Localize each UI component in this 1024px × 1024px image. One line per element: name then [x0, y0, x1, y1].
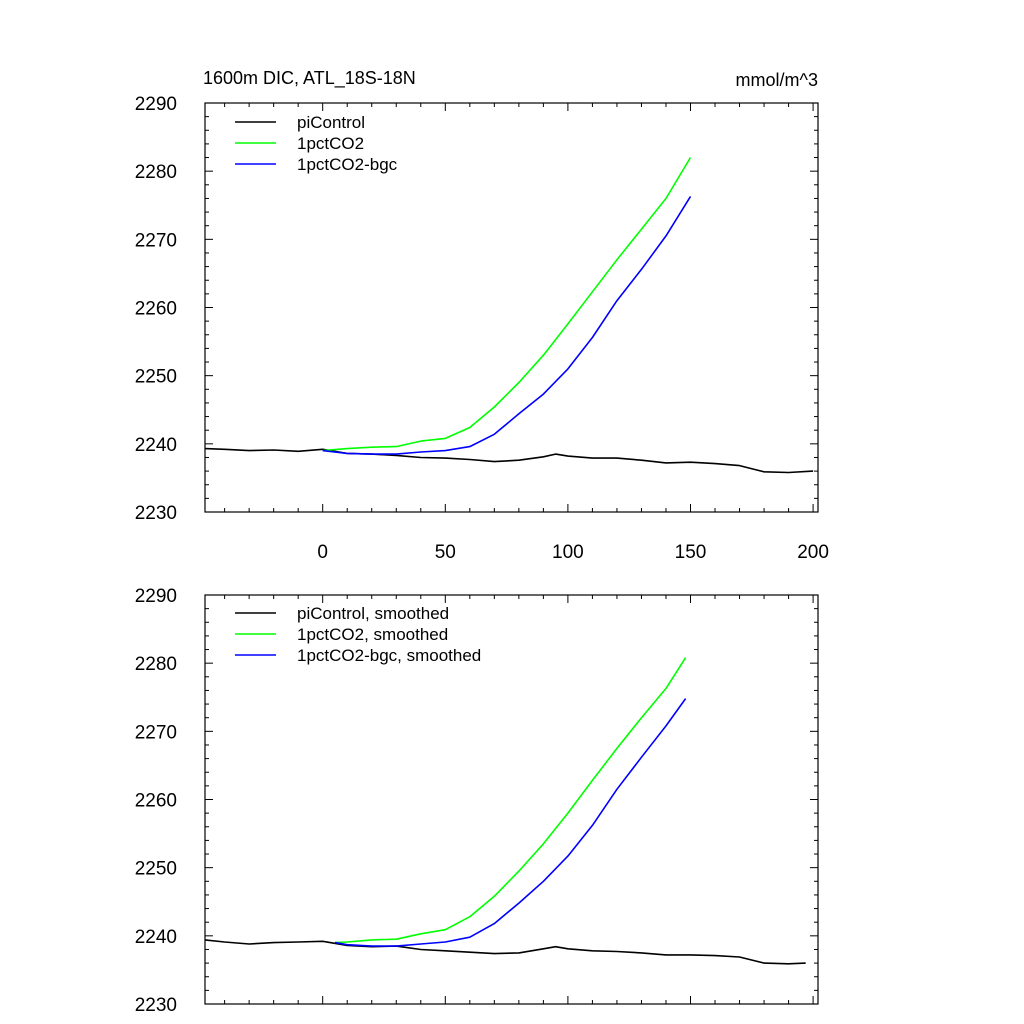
legend-entry: 1pctCO2, smoothed: [297, 625, 448, 644]
legend-entry: 1pctCO2-bgc, smoothed: [297, 646, 481, 665]
series-line-0: [204, 939, 806, 965]
series-line-0: [204, 447, 814, 474]
y-tick-label: 2250: [135, 859, 177, 880]
legend-entry: piControl, smoothed: [297, 604, 449, 623]
series-line-2: [334, 698, 687, 947]
units-label: mmol/m^3: [736, 70, 818, 90]
bottom-plot-marks: 2230 2240 2250 2260 2270 2280 2290 piControl, s…: [135, 586, 819, 1016]
y-tick-label: 2280: [135, 654, 177, 675]
x-tick-label: 0: [317, 542, 328, 563]
y-tick-label: 2230: [135, 995, 177, 1016]
series-line-1: [334, 657, 687, 944]
legend-entry: 1pctCO2: [297, 134, 364, 153]
top-panel: 1600m DIC, ATL_18S-18N mmol/m^3 0 50 100 15…: [135, 68, 829, 563]
y-tick-label: 2270: [135, 230, 177, 251]
y-tick-label: 2270: [135, 722, 177, 743]
series-line-1: [322, 157, 692, 452]
series-line-2: [322, 195, 692, 455]
y-tick-label: 2230: [135, 503, 177, 524]
y-tick-label: 2290: [135, 586, 177, 607]
x-tick-label: 50: [435, 542, 456, 563]
x-tick-label: 200: [797, 542, 829, 563]
y-tick-label: 2240: [135, 435, 177, 456]
chart-title: 1600m DIC, ATL_18S-18N: [203, 68, 416, 89]
bottom-panel: 2230 2240 2250 2260 2270 2280 2290 piControl, s…: [135, 586, 819, 1016]
x-tick-label: 150: [675, 542, 707, 563]
y-tick-label: 2290: [135, 94, 177, 115]
y-tick-label: 2240: [135, 927, 177, 948]
x-tick-label: 100: [552, 542, 584, 563]
y-tick-label: 2250: [135, 367, 177, 388]
legend-entry: piControl: [297, 113, 365, 132]
y-tick-label: 2260: [135, 299, 177, 320]
legend-entry: 1pctCO2-bgc: [297, 155, 398, 174]
top-plot-marks: 0 50 100 150 200 2230 2240 2250 2260 2270 2280 2290…: [135, 94, 829, 563]
y-tick-label: 2280: [135, 162, 177, 183]
y-tick-label: 2260: [135, 791, 177, 812]
